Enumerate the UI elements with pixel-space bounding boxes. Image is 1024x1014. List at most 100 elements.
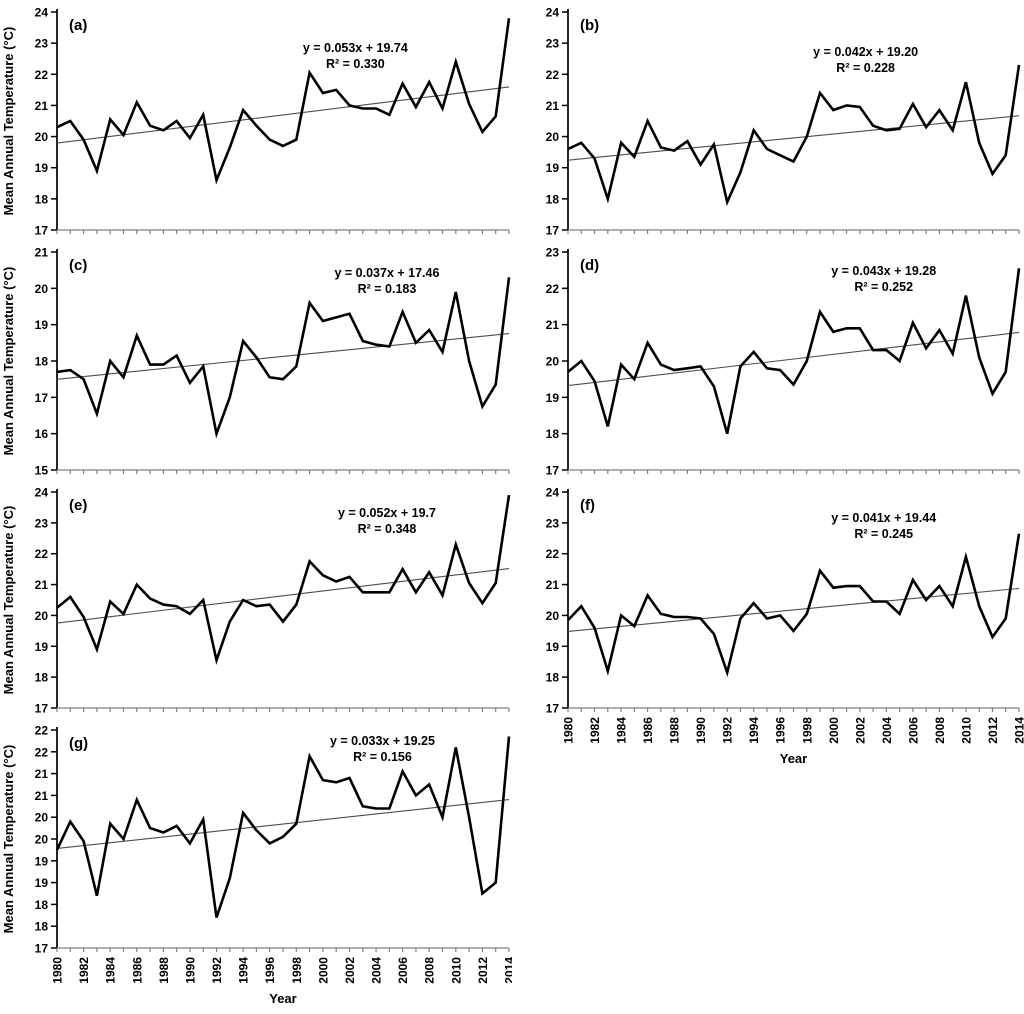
x-tick-label: 1996 xyxy=(263,957,277,984)
y-tick-label: 21 xyxy=(35,578,49,592)
chart-svg-b: 17 18 19 20 21 22 23 24 (b) y = 0.042x + 19.20 R² … xyxy=(546,6,1021,238)
x-tick-label: 2014 xyxy=(503,957,513,984)
y-tick-label: 21 xyxy=(35,789,49,803)
panel-letter-f: (f) xyxy=(580,497,595,514)
y-tick-label: 19 xyxy=(35,161,49,175)
x-axis-title: Year xyxy=(780,751,807,766)
y-tick-label: 17 xyxy=(35,224,49,238)
y-axis-title: Mean Annual Temperature (°C) xyxy=(1,745,16,934)
x-tick-label: 1982 xyxy=(77,957,91,984)
x-tick-label: 1990 xyxy=(694,717,708,744)
y-axis-title: Mean Annual Temperature (°C) xyxy=(1,267,16,456)
y-tick-label: 22 xyxy=(35,547,49,561)
x-tick-label: 1998 xyxy=(290,957,304,984)
trend-line xyxy=(56,798,510,850)
y-tick-label: 20 xyxy=(546,355,560,369)
chart-svg-a: 17 18 19 20 21 22 23 24 (a) y = 0.053x + 19.74 R² … xyxy=(1,6,511,238)
y-tick-label: 19 xyxy=(546,391,560,405)
y-tick-label: 18 xyxy=(546,671,560,685)
y-tick-label: 23 xyxy=(35,516,49,530)
x-tick-label: 1988 xyxy=(668,717,682,744)
x-tick-label: 1986 xyxy=(130,957,144,984)
x-tick-label: 2002 xyxy=(853,717,867,744)
y-tick-label: 19 xyxy=(35,876,49,890)
x-tick-label: 2010 xyxy=(449,957,463,984)
x-tick-label: 2000 xyxy=(316,957,330,984)
y-tick-label: 23 xyxy=(546,37,560,51)
x-tick-label: 2008 xyxy=(933,717,947,744)
series-line-d xyxy=(567,268,1021,435)
y-tick-label: 19 xyxy=(546,161,560,175)
panel-c-chart: 15 16 17 18 19 20 21 (c) y = 0.037x + 17.46 R² = … xyxy=(0,240,512,480)
x-tick-label: 1980 xyxy=(51,957,65,984)
y-tick-label: 17 xyxy=(35,702,49,716)
panel-g-chart: 17 18 18 19 19 20 20 21 21 22 22 1980 1982 1984 1986 19… xyxy=(0,718,512,1014)
y-tick-label: 20 xyxy=(35,282,49,296)
equation-label: y = 0.042x + 19.20 xyxy=(813,45,918,59)
x-tick-label: 2014 xyxy=(1013,717,1024,744)
y-tick-label: 24 xyxy=(35,486,49,500)
panel-a-chart: 17 18 19 20 21 22 23 24 (a) y = 0.053x + 19.74 R² … xyxy=(0,0,512,240)
r-squared-label: R² = 0.183 xyxy=(358,282,417,296)
r-squared-label: R² = 0.330 xyxy=(326,57,385,71)
panel-letter-a: (a) xyxy=(69,17,87,34)
r-squared-label: R² = 0.245 xyxy=(854,527,913,541)
y-tick-label: 21 xyxy=(35,99,49,113)
equation-label: y = 0.052x + 19.7 xyxy=(338,506,436,520)
y-tick-label: 20 xyxy=(35,811,49,825)
trend-line xyxy=(567,587,1020,632)
series-line-f xyxy=(567,533,1021,678)
panel-e-chart: 17 18 19 20 21 22 23 24 (e) y = 0.052x + 19.7 R² =… xyxy=(0,480,512,718)
y-tick-label: 17 xyxy=(546,464,560,478)
y-tick-label: 17 xyxy=(546,702,560,716)
y-tick-label: 19 xyxy=(35,640,49,654)
equation-label: y = 0.037x + 17.46 xyxy=(334,266,439,280)
y-tick-label: 21 xyxy=(35,246,49,260)
y-tick-label: 24 xyxy=(546,6,560,20)
chart-svg-e: 17 18 19 20 21 22 23 24 (e) y = 0.052x + 19.7 R² =… xyxy=(1,486,511,716)
x-tick-label: 2004 xyxy=(880,717,894,744)
y-tick-label: 24 xyxy=(546,486,560,500)
y-tick-label: 22 xyxy=(35,745,49,759)
x-tick-label: 1992 xyxy=(721,717,735,744)
x-tick-label: 1980 xyxy=(562,717,576,744)
x-tick-label: 1984 xyxy=(104,957,118,984)
y-tick-label: 20 xyxy=(35,130,49,144)
series-line-e xyxy=(56,494,511,665)
y-tick-label: 23 xyxy=(546,246,560,260)
series-line-b xyxy=(567,64,1021,207)
x-tick-label: 1994 xyxy=(747,717,761,744)
panel-letter-c: (c) xyxy=(69,257,87,274)
panel-letter-b: (b) xyxy=(580,17,599,34)
y-tick-label: 17 xyxy=(35,391,49,405)
x-tick-label: 2006 xyxy=(906,717,920,744)
y-tick-label: 21 xyxy=(546,99,560,113)
y-axis-title: Mean Annual Temperature (°C) xyxy=(1,506,16,695)
x-tick-label: 2010 xyxy=(959,717,973,744)
r-squared-label: R² = 0.348 xyxy=(358,522,417,536)
chart-svg-c: 15 16 17 18 19 20 21 (c) y = 0.037x + 17.46 R² = … xyxy=(1,246,511,478)
x-tick-label: 1984 xyxy=(615,717,629,744)
x-tick-label: 1982 xyxy=(588,717,602,744)
y-tick-label: 21 xyxy=(546,578,560,592)
y-tick-label: 23 xyxy=(35,37,49,51)
y-tick-label: 20 xyxy=(546,130,560,144)
x-tick-label: 2012 xyxy=(986,717,1000,744)
trend-line xyxy=(567,331,1020,387)
trend-line xyxy=(567,115,1020,161)
equation-label: y = 0.053x + 19.74 xyxy=(303,41,408,55)
y-tick-label: 18 xyxy=(546,192,560,206)
series-line-a xyxy=(56,18,511,185)
y-tick-label: 18 xyxy=(35,898,49,912)
y-tick-label: 18 xyxy=(35,192,49,206)
x-tick-label: 1990 xyxy=(183,957,197,984)
y-tick-label: 21 xyxy=(546,318,560,332)
equation-label: y = 0.041x + 19.44 xyxy=(831,511,936,525)
r-squared-label: R² = 0.156 xyxy=(353,750,412,764)
panel-letter-e: (e) xyxy=(69,497,87,514)
y-tick-label: 19 xyxy=(35,318,49,332)
trend-line xyxy=(56,333,510,380)
x-tick-label: 2006 xyxy=(396,957,410,984)
y-tick-label: 20 xyxy=(35,833,49,847)
panel-d-chart: 17 18 19 20 21 22 23 (d) y = 0.043x + 19.28 R² = … xyxy=(512,240,1024,480)
